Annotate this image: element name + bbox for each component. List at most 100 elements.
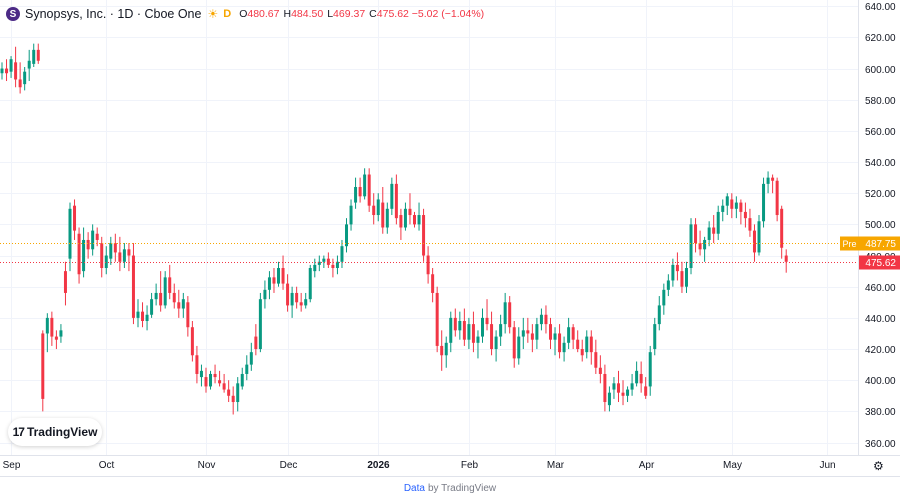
symbol-legend[interactable]: S Synopsys, Inc. · 1D · Cboe One ☀ D O 48…	[6, 5, 488, 23]
candle	[517, 327, 521, 365]
candle-body	[77, 233, 81, 275]
candle	[63, 261, 67, 306]
candle	[762, 177, 766, 228]
price-axis[interactable]: 640.00 620.00 600.00 580.00 560.00 540.00 520.…	[865, 2, 896, 450]
candle	[222, 373, 226, 393]
candle-body	[204, 377, 208, 387]
candle-body	[236, 383, 240, 403]
candle-body	[426, 255, 430, 275]
candle-body	[136, 311, 140, 318]
tradingview-mark-icon: 17	[12, 425, 25, 439]
ohlc-low-key: L	[327, 8, 334, 20]
candle	[50, 311, 54, 346]
candle-body	[585, 336, 589, 353]
candle	[213, 364, 217, 384]
symbol-title[interactable]: Synopsys, Inc. · 1D · Cboe One	[25, 7, 202, 21]
candle-body	[372, 205, 376, 216]
candle-body	[558, 333, 562, 353]
y-tick-label: 560.00	[865, 127, 896, 138]
pre-price-value: 487.75	[865, 239, 896, 250]
candle	[780, 205, 784, 259]
candle	[548, 317, 552, 350]
candle	[91, 224, 95, 256]
candle	[689, 218, 693, 275]
footer-attribution: Data by TradingView	[0, 476, 900, 499]
dividend-flag[interactable]: D	[223, 8, 232, 20]
candle	[95, 227, 99, 247]
candle-body	[762, 183, 766, 222]
candle-body	[326, 258, 330, 265]
candle-body	[5, 68, 9, 74]
y-tick-label: 420.00	[865, 345, 896, 356]
candle-body	[635, 370, 639, 384]
candle	[150, 292, 154, 318]
candle	[195, 345, 199, 384]
candle-body	[766, 177, 770, 184]
candle	[508, 296, 512, 334]
price-chart[interactable]: 640.00 620.00 600.00 580.00 560.00 540.00 520.…	[0, 0, 900, 476]
candle-body	[113, 243, 117, 253]
settings-gear-icon[interactable]: ⚙	[873, 459, 884, 473]
candle-body	[562, 342, 566, 353]
candle	[607, 386, 611, 412]
candle-body	[580, 349, 584, 356]
candle-body	[73, 205, 77, 231]
candle-body	[27, 60, 31, 69]
y-tick-label: 620.00	[865, 33, 896, 44]
sun-icon[interactable]: ☀	[207, 7, 219, 21]
candle-body	[91, 230, 95, 250]
candle	[168, 264, 172, 300]
candle	[589, 330, 593, 365]
candle-body	[41, 333, 45, 399]
candle-body	[471, 324, 475, 343]
candle	[245, 355, 249, 381]
candle	[621, 380, 625, 406]
candle-body	[462, 320, 466, 340]
candle	[490, 311, 494, 356]
candle-body	[752, 230, 756, 253]
candle	[77, 227, 81, 284]
candle-body	[698, 243, 702, 250]
candle-body	[299, 302, 303, 306]
candlestick-series	[0, 43, 788, 415]
candle-body	[730, 199, 734, 209]
data-link[interactable]: Data	[403, 482, 425, 494]
candle	[145, 305, 149, 331]
candle	[567, 317, 571, 350]
candle-body	[644, 386, 648, 396]
candle-body	[14, 62, 18, 80]
tradingview-logo[interactable]: 17 TradingView	[8, 418, 102, 446]
candle	[784, 249, 788, 273]
ohlc-close-value: 475.62 −5.02 (−1.04%)	[376, 8, 485, 20]
candle-body	[317, 261, 321, 265]
x-tick-label: Mar	[547, 460, 565, 471]
time-axis[interactable]: Sep Oct Nov Dec 2026 Feb Mar Apr May Jun	[3, 460, 836, 471]
candle-body	[367, 174, 371, 206]
candle-body	[267, 277, 271, 290]
candle	[131, 243, 135, 325]
candle-body	[345, 224, 349, 247]
candle-body	[653, 324, 657, 350]
y-tick-label: 600.00	[865, 65, 896, 76]
candle-body	[322, 258, 326, 262]
candle-body	[82, 239, 86, 272]
candle	[721, 199, 725, 222]
candle-body	[413, 215, 417, 225]
candle-body	[390, 183, 394, 209]
y-tick-label: 500.00	[865, 220, 896, 231]
candle-body	[254, 336, 258, 350]
candle-body	[503, 302, 507, 325]
candle	[580, 339, 584, 362]
candle	[675, 252, 679, 281]
candle-body	[567, 327, 571, 343]
candle	[512, 320, 516, 368]
candle-body	[304, 299, 308, 306]
candle-body	[363, 174, 367, 197]
candle	[766, 171, 770, 194]
candle	[317, 255, 321, 272]
candle-body	[544, 314, 548, 325]
candle	[494, 330, 498, 362]
candle	[467, 317, 471, 350]
candle-body	[408, 208, 412, 216]
candle	[236, 377, 240, 412]
